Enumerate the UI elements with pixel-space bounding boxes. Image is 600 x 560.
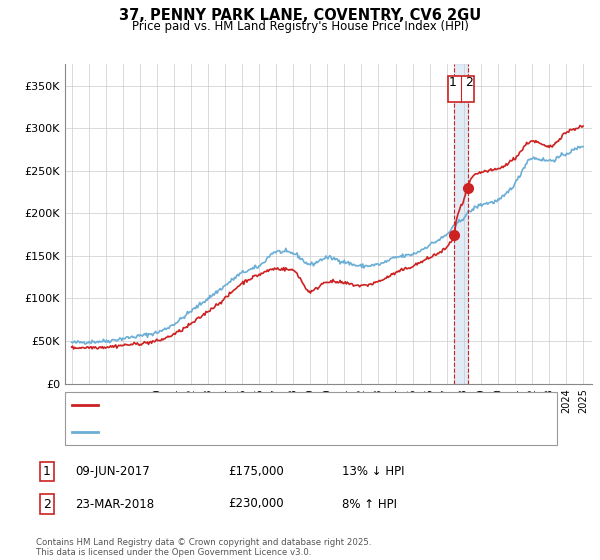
Text: 8% ↑ HPI: 8% ↑ HPI — [342, 497, 397, 511]
Text: £175,000: £175,000 — [228, 465, 284, 478]
Text: 2: 2 — [43, 497, 51, 511]
Text: 09-JUN-2017: 09-JUN-2017 — [75, 465, 150, 478]
Text: 37, PENNY PARK LANE, COVENTRY, CV6 2GU (semi-detached house): 37, PENNY PARK LANE, COVENTRY, CV6 2GU (… — [101, 400, 473, 410]
Text: £230,000: £230,000 — [228, 497, 284, 511]
Text: 2: 2 — [465, 76, 473, 88]
Text: 23-MAR-2018: 23-MAR-2018 — [75, 497, 154, 511]
Text: 13% ↓ HPI: 13% ↓ HPI — [342, 465, 404, 478]
Text: Contains HM Land Registry data © Crown copyright and database right 2025.
This d: Contains HM Land Registry data © Crown c… — [36, 538, 371, 557]
Text: 37, PENNY PARK LANE, COVENTRY, CV6 2GU: 37, PENNY PARK LANE, COVENTRY, CV6 2GU — [119, 8, 481, 24]
Text: HPI: Average price, semi-detached house, Coventry: HPI: Average price, semi-detached house,… — [101, 427, 383, 437]
Text: 1: 1 — [43, 465, 51, 478]
Text: 1: 1 — [449, 76, 457, 88]
Bar — [454, 64, 467, 384]
Bar — [448, 76, 473, 102]
Text: Price paid vs. HM Land Registry's House Price Index (HPI): Price paid vs. HM Land Registry's House … — [131, 20, 469, 32]
